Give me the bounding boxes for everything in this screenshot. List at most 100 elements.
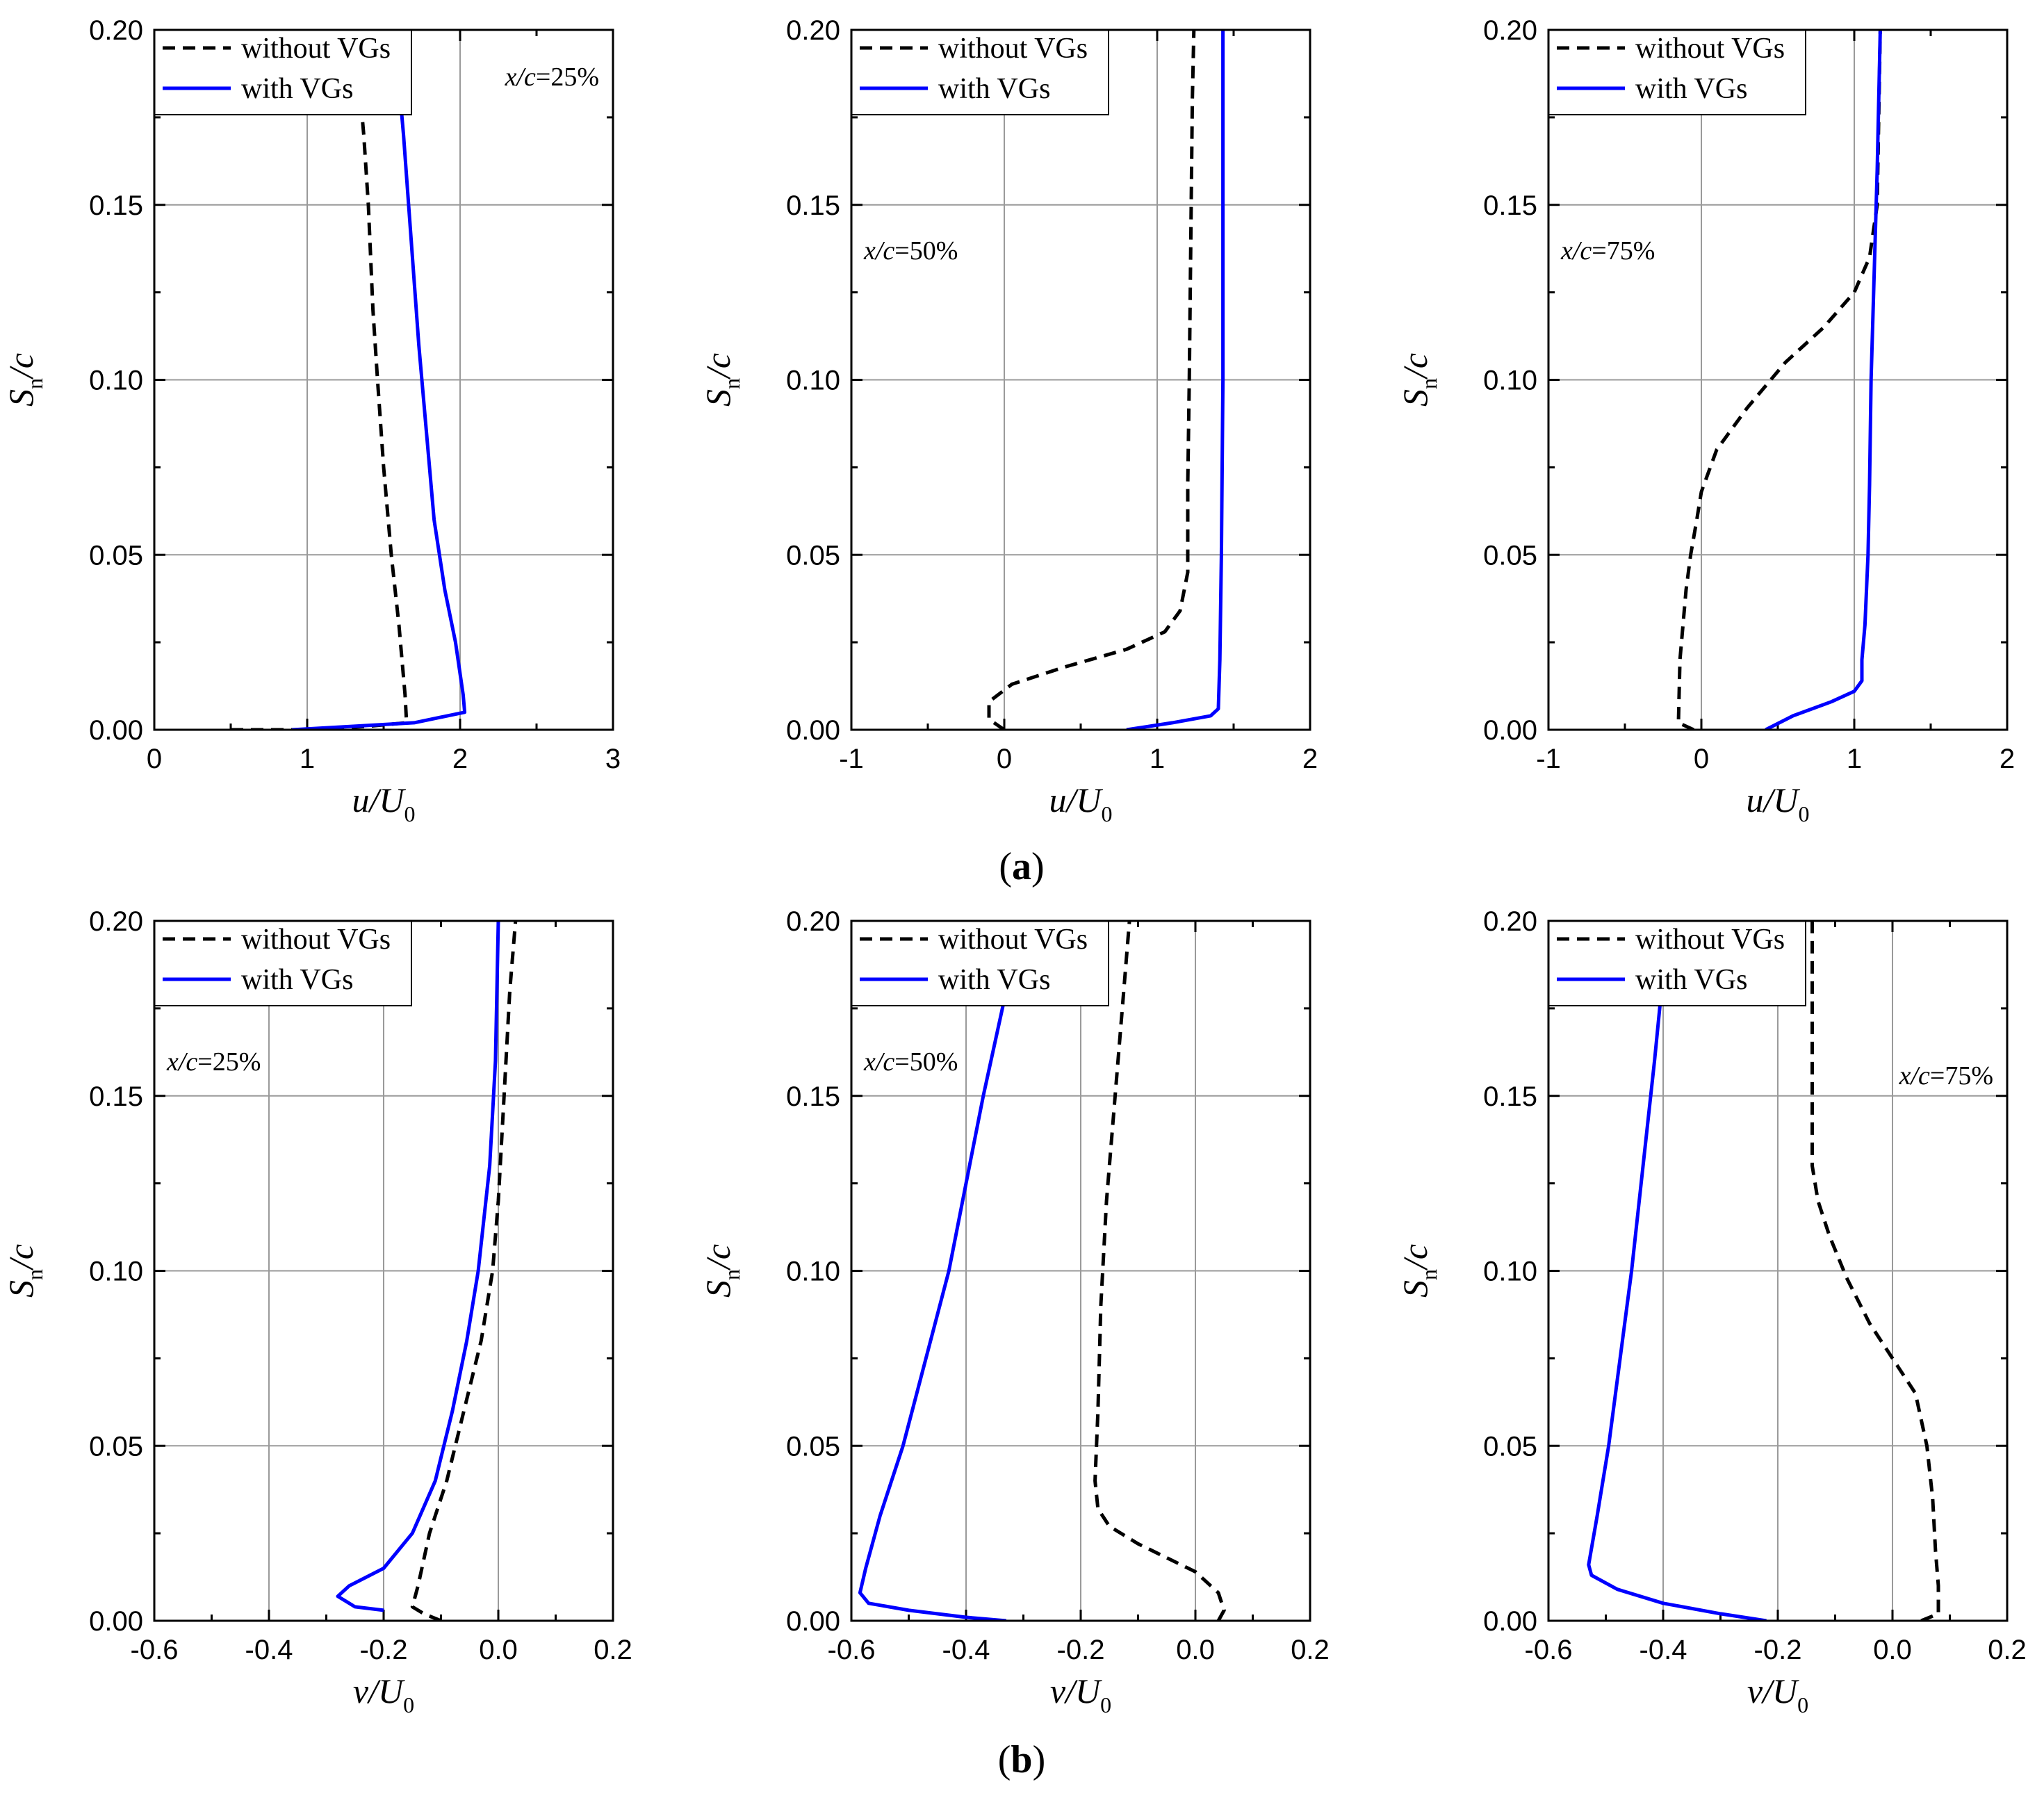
series-line-with-vgs xyxy=(1587,973,1767,1621)
legend-box xyxy=(154,920,412,1006)
series-line-without-vgs xyxy=(231,82,409,730)
x-tick-label: 2 xyxy=(452,744,468,774)
x-axis-label-sep: /U xyxy=(1065,781,1104,819)
y-tick-label: 0.20 xyxy=(786,906,840,937)
plot-frame xyxy=(1547,28,2009,731)
y-axis-label-var: S xyxy=(1,1280,40,1298)
legend: without VGs with VGs xyxy=(851,29,1109,115)
plot-frame xyxy=(850,28,1311,731)
y-tick-label: 0.00 xyxy=(786,1606,840,1637)
y-tick-label: 0.20 xyxy=(89,15,143,46)
x-tick-label: -0.4 xyxy=(942,1635,990,1665)
annotation-value: =75% xyxy=(1592,236,1655,265)
y-axis-label-sub: n xyxy=(22,1269,47,1280)
y-axis-label-var: S xyxy=(1396,389,1434,407)
plot-frame xyxy=(1547,920,2009,1622)
x-tick-label: -0.4 xyxy=(245,1635,293,1665)
row-label-b-letter: b xyxy=(1011,1738,1032,1781)
annotation-value: =25% xyxy=(536,63,599,92)
row-label-a-close: ) xyxy=(1031,845,1045,888)
y-tick-label: 0.10 xyxy=(1483,1257,1537,1287)
y-tick-label: 0.05 xyxy=(1483,540,1537,571)
y-tick-label: 0.05 xyxy=(89,540,143,571)
x-tick-label: -1 xyxy=(839,744,864,774)
y-tick-label: 0.00 xyxy=(89,715,143,746)
series-line-without-vgs xyxy=(1093,921,1226,1621)
x-tick-label: -0.6 xyxy=(131,1635,179,1665)
x-axis-label: v/U0 xyxy=(353,1672,414,1717)
y-axis-label-var: S xyxy=(1396,1280,1434,1298)
y-tick-label: 0.15 xyxy=(1483,190,1537,221)
y-tick-label: 0.05 xyxy=(89,1431,143,1462)
y-axis-label: Sn/c xyxy=(1,353,47,407)
annotation-variable: x/c xyxy=(505,63,536,92)
x-axis-label-sep: /U xyxy=(1760,1672,1799,1710)
y-axis-label: Sn/c xyxy=(698,1244,744,1298)
legend-label: without VGs xyxy=(1635,924,1785,956)
position-annotation: x/c=50% xyxy=(863,1047,958,1077)
y-axis-label: Sn/c xyxy=(698,353,744,407)
legend-label: without VGs xyxy=(938,924,1088,956)
series-line-without-vgs xyxy=(410,921,518,1621)
annotation-value: =50% xyxy=(894,1047,958,1077)
series-line-with-vgs xyxy=(336,921,500,1612)
x-axis-label-sub: 0 xyxy=(1102,801,1113,826)
plot-frame xyxy=(850,920,1311,1622)
legend: without VGs with VGs xyxy=(851,920,1109,1006)
y-axis-label-tail: /c xyxy=(1396,1244,1434,1271)
legend-label: with VGs xyxy=(938,73,1050,105)
annotation-value: =25% xyxy=(197,1047,261,1077)
y-tick-label: 0.20 xyxy=(89,906,143,937)
x-axis-label-sep: /U xyxy=(1762,781,1801,819)
y-axis-label-tail: /c xyxy=(1,1244,40,1271)
position-annotation: x/c=75% xyxy=(1560,236,1655,265)
y-axis-label-tail: /c xyxy=(698,1244,737,1271)
y-axis-label-tail: /c xyxy=(698,353,737,380)
x-tick-label: 0.2 xyxy=(1988,1635,2027,1665)
legend-label: with VGs xyxy=(241,73,353,105)
chart-panel-b-2: -0.6 -0.4 -0.2 0.0 0.2 0.00 0.05 0.10 0.15 0.20 wi… xyxy=(1396,906,2027,1717)
y-tick-label: 0.05 xyxy=(786,1431,840,1462)
row-label-b: (b) xyxy=(998,1738,1045,1781)
x-tick-label: 1 xyxy=(300,744,315,774)
x-tick-label: -0.4 xyxy=(1640,1635,1687,1665)
annotation-value: =50% xyxy=(894,236,958,265)
y-tick-label: 0.00 xyxy=(89,1606,143,1637)
x-axis-label: v/U0 xyxy=(1747,1672,1808,1717)
annotation-variable: x/c xyxy=(1899,1061,1930,1090)
y-tick-label: 0.00 xyxy=(1483,1606,1537,1637)
y-axis-label: Sn/c xyxy=(1396,353,1441,407)
row-label-b-close: ) xyxy=(1033,1738,1046,1781)
x-axis-label: u/U0 xyxy=(1049,781,1113,826)
x-axis-label-sep: /U xyxy=(366,1672,405,1710)
x-tick-label: 2 xyxy=(2000,744,2015,774)
x-tick-label: -0.2 xyxy=(1057,1635,1105,1665)
annotation-value: =75% xyxy=(1930,1061,1993,1090)
y-axis-label-sub: n xyxy=(1416,1269,1441,1280)
x-tick-label: 2 xyxy=(1302,744,1318,774)
legend-label: with VGs xyxy=(938,964,1050,996)
y-tick-label: 0.10 xyxy=(786,1257,840,1287)
y-tick-label: 0.15 xyxy=(1483,1081,1537,1112)
legend-label: without VGs xyxy=(241,924,391,956)
x-tick-label: -0.6 xyxy=(828,1635,876,1665)
x-axis-label-var: u xyxy=(1747,781,1764,819)
x-axis-label-var: v xyxy=(1050,1672,1066,1710)
x-axis-label-sub: 0 xyxy=(404,801,416,826)
y-tick-label: 0.10 xyxy=(89,1257,143,1287)
chart-panel-a-0: 0 1 2 3 0.00 0.05 0.10 0.15 0.20 without VGs with … xyxy=(1,15,621,826)
legend-label: without VGs xyxy=(1635,33,1785,65)
annotation-variable: x/c xyxy=(863,1047,894,1077)
x-tick-label: -0.6 xyxy=(1525,1635,1573,1665)
x-tick-label: 0 xyxy=(997,744,1012,774)
x-axis-label-sub: 0 xyxy=(1797,1692,1808,1717)
y-axis-label-var: S xyxy=(698,1280,737,1298)
y-axis-label-sub: n xyxy=(719,378,744,389)
legend-label: without VGs xyxy=(241,33,391,65)
x-axis-label-sub: 0 xyxy=(403,1692,414,1717)
legend-label: with VGs xyxy=(241,964,353,996)
y-axis-label: Sn/c xyxy=(1396,1244,1441,1298)
legend-box xyxy=(154,29,412,115)
